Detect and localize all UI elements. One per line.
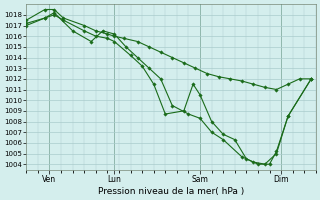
X-axis label: Pression niveau de la mer( hPa ): Pression niveau de la mer( hPa ) — [98, 187, 244, 196]
